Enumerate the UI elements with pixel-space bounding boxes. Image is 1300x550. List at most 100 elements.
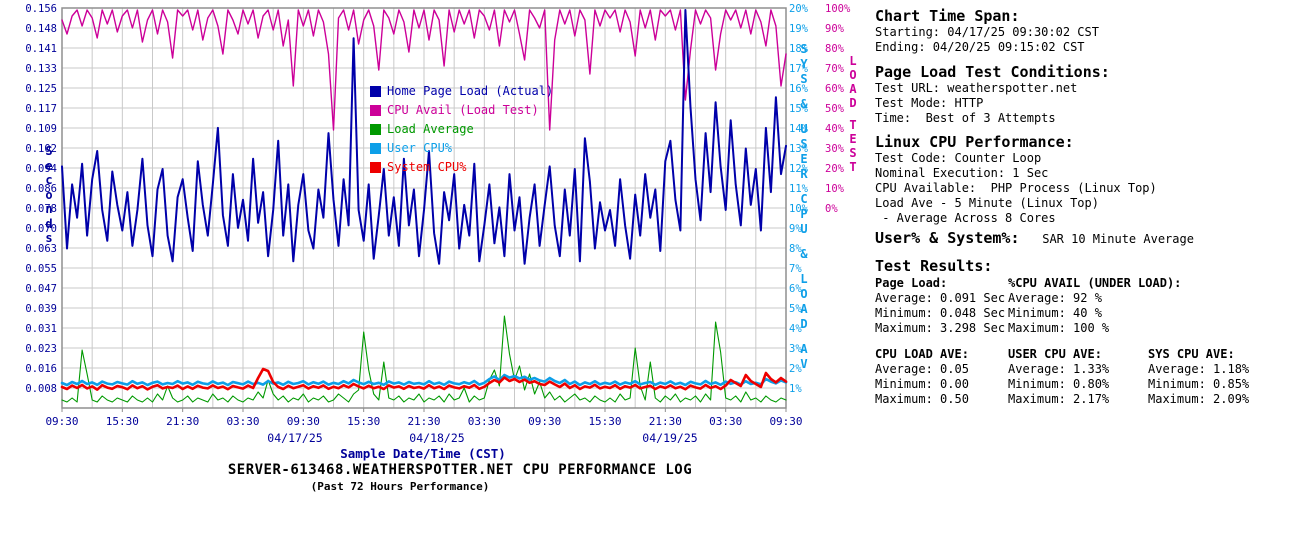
- y-left-tick: 0.023: [25, 343, 57, 355]
- y-left-tick: 0.156: [25, 3, 57, 15]
- y-right-outer-tick: 60%: [825, 83, 844, 95]
- x-tick: 15:30: [347, 415, 381, 428]
- sys-ave-subheader: SYS CPU AVE:: [1148, 347, 1235, 361]
- user-ave-minimum: Minimum: 0.80%: [1008, 377, 1110, 391]
- y-left-tick: 0.047: [25, 283, 57, 295]
- y-right-outer-tick: 0%: [825, 203, 838, 215]
- x-tick: 15:30: [105, 415, 139, 428]
- y-right-outer-tick: 70%: [825, 63, 844, 75]
- y-left-tick: 0.117: [25, 103, 57, 115]
- legend-swatch-icon: [370, 86, 381, 97]
- y-left-tick: 0.102: [25, 143, 57, 155]
- y-left-tick: 0.055: [25, 263, 57, 275]
- axis-title-letter: S: [800, 137, 808, 151]
- y-right-outer-tick: 80%: [825, 43, 844, 55]
- y-left-tick: 0.070: [25, 223, 57, 235]
- page-load-minimum: Minimum: 0.048 Sec: [875, 306, 1006, 320]
- axis-title-letter: o: [45, 187, 53, 202]
- y-right-inner-tick: 7%: [789, 263, 802, 275]
- cpu-perf-nominal: Nominal Execution: 1 Sec: [875, 166, 1049, 180]
- legend-swatch-icon: [370, 143, 381, 154]
- axis-title-letter: A: [800, 342, 808, 356]
- cpu-perf-available: CPU Available: PHP Process (Linux Top): [875, 181, 1157, 195]
- axis-title-letter: C: [800, 192, 808, 206]
- y-right-inner-tick: 4%: [789, 323, 802, 335]
- y-right-inner-tick: 10%: [789, 203, 808, 215]
- user-ave-subheader: USER CPU AVE:: [1008, 347, 1102, 361]
- load-ave-minimum: Minimum: 0.00: [875, 377, 969, 391]
- x-tick: 09:30: [528, 415, 562, 428]
- legend-label: CPU Avail (Load Test): [387, 103, 539, 117]
- sys-ave-maximum: Maximum: 2.09%: [1148, 392, 1250, 406]
- cpu-perf-header: Linux CPU Performance:: [875, 133, 1074, 151]
- y-left-tick: 0.125: [25, 83, 57, 95]
- x-axis-title: Sample Date/Time (CST): [340, 446, 506, 461]
- load-ave-maximum: Maximum: 0.50: [875, 392, 969, 406]
- y-right-inner-tick: 16%: [789, 83, 808, 95]
- axis-title-letter: &: [800, 97, 808, 111]
- y-right-inner-tick: 3%: [789, 343, 802, 355]
- y-left-tick: 0.008: [25, 383, 57, 395]
- sys-ave-average: Average: 1.18%: [1148, 362, 1250, 376]
- legend-label: Load Average: [387, 122, 474, 136]
- load-ave-subheader: CPU LOAD AVE:: [875, 347, 969, 361]
- axis-title-letter: O: [800, 287, 808, 301]
- cpu-perf-load-ave: Load Ave - 5 Minute (Linux Top): [875, 196, 1099, 210]
- x-date: 04/18/25: [409, 431, 465, 445]
- axis-title-letter: S: [800, 42, 808, 56]
- x-tick: 21:30: [166, 415, 200, 428]
- conditions-header: Page Load Test Conditions:: [875, 63, 1110, 81]
- axis-title-letter: n: [45, 202, 53, 216]
- axis-title-letter: s: [45, 231, 53, 245]
- cpu-avail-average: Average: 92 %: [1008, 291, 1102, 305]
- cpu-perf-test-code: Test Code: Counter Loop: [875, 151, 1042, 165]
- legend-label: User CPU%: [387, 141, 453, 155]
- y-left-tick: 0.148: [25, 23, 57, 35]
- axis-title-letter: L: [800, 272, 808, 286]
- time-span-starting: Starting: 04/17/25 09:30:02 CST: [875, 25, 1099, 39]
- y-right-inner-tick: 17%: [789, 63, 808, 75]
- y-right-inner-tick: 14%: [789, 123, 808, 135]
- cpu-avail-minimum: Minimum: 40 %: [1008, 306, 1102, 320]
- legend-label: Home Page Load (Actual): [387, 84, 554, 98]
- x-tick: 21:30: [648, 415, 682, 428]
- y-left-tick: 0.016: [25, 363, 57, 375]
- axis-title-letter: A: [849, 82, 857, 96]
- legend-swatch-icon: [370, 162, 381, 173]
- y-right-outer-tick: 90%: [825, 23, 844, 35]
- series-home-page-load-actual: [61, 9, 787, 265]
- axis-title-letter: d: [45, 216, 53, 231]
- y-left-tick: 0.086: [25, 183, 57, 195]
- y-right-outer-tick: 30%: [825, 143, 844, 155]
- y-left-tick: 0.063: [25, 243, 57, 255]
- axis-title-letter: E: [849, 132, 857, 146]
- y-right-outer-tick: 50%: [825, 103, 844, 115]
- page-load-maximum: Maximum: 3.298 Sec: [875, 321, 1006, 335]
- y-left-tick: 0.133: [25, 63, 57, 75]
- cpu-perf-cores: - Average Across 8 Cores: [875, 211, 1056, 225]
- x-tick: 09:30: [286, 415, 320, 428]
- x-date: 04/17/25: [267, 431, 323, 445]
- y-right-inner-tick: 9%: [789, 223, 802, 235]
- test-results-header: Test Results:: [875, 257, 993, 275]
- axis-title-letter: Y: [800, 57, 808, 71]
- x-tick: 03:30: [226, 415, 260, 428]
- conditions-mode: Test Mode: HTTP: [875, 96, 984, 110]
- axis-title-letter: &: [800, 247, 808, 261]
- axis-title-letter: c: [45, 173, 53, 187]
- page-load-average: Average: 0.091 Sec: [875, 291, 1006, 305]
- axis-title-letter: S: [45, 144, 53, 158]
- axis-title-letter: R: [800, 167, 808, 181]
- x-tick: 03:30: [467, 415, 501, 428]
- y-right-inner-tick: 20%: [789, 3, 808, 15]
- axis-title-letter: V: [800, 357, 808, 371]
- y-right-inner-tick: 1%: [789, 383, 802, 395]
- axis-title-letter: D: [849, 96, 857, 110]
- chart-subtitle: (Past 72 Hours Performance): [310, 480, 490, 493]
- conditions-time: Time: Best of 3 Attempts: [875, 111, 1056, 125]
- y-right-inner-tick: 5%: [789, 303, 802, 315]
- cpu-avail-subheader: %CPU AVAIL (UNDER LOAD):: [1008, 276, 1182, 290]
- time-span-header: Chart Time Span:: [875, 7, 1020, 25]
